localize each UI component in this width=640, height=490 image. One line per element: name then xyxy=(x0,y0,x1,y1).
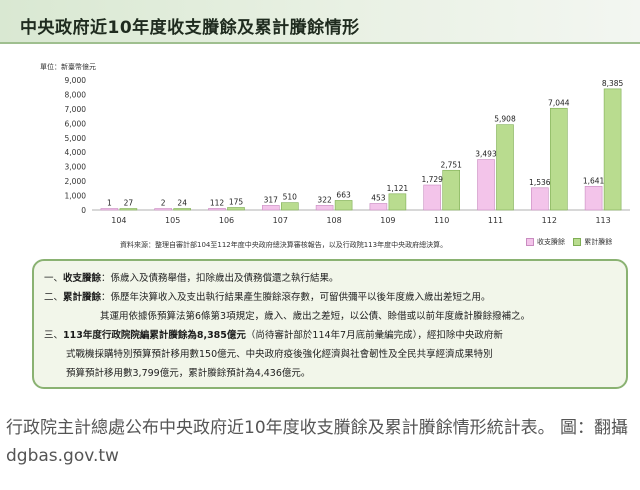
bar-cumulative xyxy=(442,169,461,211)
note-3: 三、113年度行政院院編累計賸餘為8,385億元（尚待審計部於114年7月底前彙… xyxy=(44,326,616,345)
title-banner: 中央政府近10年度收支賸餘及累計賸餘情形 xyxy=(0,0,640,42)
y-tick-label: 8,000 xyxy=(65,90,87,99)
x-tick-label: 112 xyxy=(542,216,557,225)
y-tick-label: 7,000 xyxy=(65,105,87,114)
data-label-cumulative: 175 xyxy=(229,197,244,206)
data-label-cumulative: 5,908 xyxy=(494,115,516,124)
x-tick-label: 108 xyxy=(326,216,341,225)
data-label-cumulative: 2,751 xyxy=(440,160,462,169)
data-label-surplus: 453 xyxy=(371,193,386,202)
y-tick-label: 6,000 xyxy=(65,119,87,128)
x-tick-label: 104 xyxy=(111,216,126,225)
bar-cumulative xyxy=(227,207,245,211)
y-tick-label: 2,000 xyxy=(65,177,87,186)
data-label-cumulative: 1,121 xyxy=(387,184,409,193)
data-label-surplus: 3,493 xyxy=(475,150,497,159)
bar-surplus xyxy=(423,184,442,211)
data-label-surplus: 317 xyxy=(264,195,279,204)
x-tick-label: 106 xyxy=(219,216,234,225)
bar-chart: 0 1,000 2,000 3,000 4,000 5,000 6,000 7,000 8,00… xyxy=(65,76,630,225)
chart-legend: 收支賸餘 累計賸餘 xyxy=(520,237,612,247)
data-label-surplus: 322 xyxy=(317,195,332,204)
data-label-cumulative: 24 xyxy=(177,199,187,208)
x-tick-label: 113 xyxy=(595,216,610,225)
bar-surplus xyxy=(100,208,119,211)
legend-label-cumulative: 累計賸餘 xyxy=(584,238,613,246)
data-label-cumulative: 663 xyxy=(336,190,351,199)
photo-caption: 行政院主計總處公布中央政府近10年度收支賸餘及累計賸餘情形統計表。 圖：翻攝dg… xyxy=(6,418,629,466)
bar-surplus xyxy=(477,159,495,211)
y-tick-label: 9,000 xyxy=(65,76,87,85)
y-tick-label: 1,000 xyxy=(65,192,87,201)
bar-surplus xyxy=(315,205,334,211)
bar-cumulative xyxy=(280,202,299,211)
banner-divider xyxy=(0,42,640,44)
bar-surplus xyxy=(154,208,172,211)
data-label-surplus: 112 xyxy=(210,198,225,207)
data-label-surplus: 1,729 xyxy=(421,175,443,184)
note-2: 二、累計賸餘：係歷年決算收入及支出執行結果產生賸餘滾存數，可留供彌平以後年度歲入… xyxy=(44,288,616,307)
bar-cumulative xyxy=(603,88,622,211)
x-tick-label: 111 xyxy=(488,216,503,225)
y-tick-label: 5,000 xyxy=(65,134,87,143)
bar-surplus xyxy=(584,185,603,211)
bar-cumulative xyxy=(496,124,514,211)
note-2-text: ：係歷年決算收入及支出執行結果產生賸餘滾存數，可留供彌平以後年度歲入歲出差短之用… xyxy=(101,292,491,303)
unit-label: 單位：新臺幣億元 xyxy=(40,63,96,71)
legend-swatch-cumulative xyxy=(573,238,582,246)
bar-cumulative xyxy=(388,193,407,211)
data-label-cumulative: 27 xyxy=(124,199,134,208)
note-3-term: 113年度行政院院編累計賸餘為8,385億元 xyxy=(63,330,246,341)
bar-surplus xyxy=(261,205,280,211)
note-1-term: 收支賸餘 xyxy=(63,273,102,284)
x-tick-label: 110 xyxy=(434,216,449,225)
source-note: 資料來源：整理自審計部104至112年度中央政府總決算審核報告，以及行政院113… xyxy=(120,241,448,249)
data-label-cumulative: 7,044 xyxy=(548,98,570,107)
note-2-continued: 其運用依據係預算法第6條第3項規定，歲入、歲出之差短，以公債、賒借或以前年度歲計… xyxy=(100,311,531,322)
legend-swatch-surplus xyxy=(526,238,534,246)
data-label-surplus: 1,536 xyxy=(529,178,551,187)
legend-label-surplus: 收支賸餘 xyxy=(537,238,565,246)
data-label-surplus: 1 xyxy=(107,199,112,208)
note-1-text: ：係歲入及債務舉借，扣除歲出及債務償還之執行結果。 xyxy=(101,273,339,284)
notes-box: 一、收支賸餘：係歲入及債務舉借，扣除歲出及債務償還之執行結果。 二、累計賸餘：係… xyxy=(32,259,628,389)
x-tick-label: 109 xyxy=(380,216,395,225)
bar-surplus xyxy=(530,187,549,211)
bar-surplus xyxy=(208,208,226,211)
y-tick-label: 0 xyxy=(81,206,86,215)
note-3-text: （尚待審計部於114年7月底前彙編完成），經扣除中央政府新 xyxy=(245,330,503,341)
data-label-surplus: 1,641 xyxy=(583,176,605,185)
note-1-marker: 一、 xyxy=(44,273,64,284)
y-tick-label: 4,000 xyxy=(65,148,87,157)
note-1: 一、收支賸餘：係歲入及債務舉借，扣除歲出及債務償還之執行結果。 xyxy=(44,269,616,288)
bar-cumulative xyxy=(173,208,191,211)
bar-cumulative xyxy=(549,107,568,211)
data-label-cumulative: 8,385 xyxy=(602,79,624,88)
note-3-continued-2: 預算預計移用數3,799億元，累計賸餘預計為4,436億元。 xyxy=(66,368,311,379)
x-tick-label: 107 xyxy=(273,216,288,225)
chart-title: 中央政府近10年度收支賸餘及累計賸餘情形 xyxy=(20,18,360,38)
note-3-marker: 三、 xyxy=(44,330,64,341)
note-3-continued-1: 式戰機採購特別預算預計移用數150億元、中央政府疫後強化經濟與社會韌性及全民共享… xyxy=(66,349,493,360)
bar-cumulative xyxy=(334,200,353,211)
note-2-term: 累計賸餘 xyxy=(63,292,102,303)
y-tick-label: 3,000 xyxy=(65,163,87,172)
data-label-surplus: 2 xyxy=(161,199,166,208)
bar-surplus xyxy=(369,203,388,211)
bar-cumulative xyxy=(119,208,138,211)
x-tick-label: 105 xyxy=(165,216,180,225)
data-label-cumulative: 510 xyxy=(283,193,298,202)
note-2-marker: 二、 xyxy=(44,292,64,303)
